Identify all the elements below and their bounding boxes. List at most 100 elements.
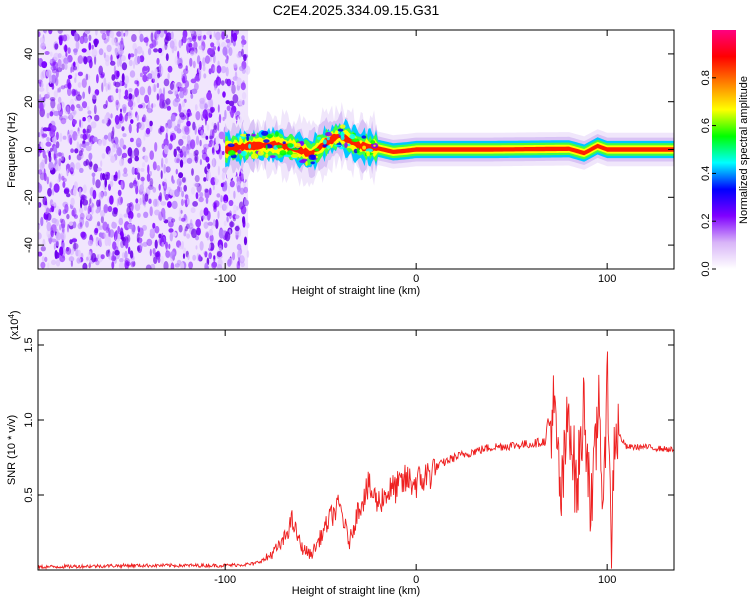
noise-blob (243, 236, 248, 246)
noise-blob (73, 242, 77, 252)
noise-blob (156, 57, 160, 65)
noise-blob (57, 58, 62, 68)
noise-blob (111, 135, 115, 144)
noise-blob (98, 232, 103, 238)
noise-blob (91, 252, 97, 263)
noise-blob (156, 165, 161, 172)
noise-blob (103, 206, 108, 212)
noise-blob (180, 198, 184, 207)
noise-blob (142, 146, 146, 153)
noise-blob (96, 254, 100, 260)
ridge-speckle (314, 151, 320, 155)
noise-blob (137, 172, 141, 181)
noise-blob (169, 189, 176, 196)
noise-blob (208, 143, 213, 148)
noise-blob (190, 46, 195, 52)
noise-blob (226, 105, 231, 112)
noise-blob (181, 217, 186, 222)
noise-blob (55, 131, 59, 141)
noise-blob (52, 188, 55, 196)
noise-blob (72, 221, 77, 229)
noise-blob (98, 65, 103, 76)
noise-blob (198, 45, 204, 50)
noise-blob (73, 187, 77, 197)
noise-blob (118, 217, 124, 226)
noise-blob (38, 224, 41, 229)
noise-blob (178, 216, 182, 221)
noise-blob (222, 46, 228, 56)
noise-blob (50, 98, 56, 109)
noise-blob (68, 221, 74, 226)
noise-blob (192, 254, 197, 261)
colorbar: 0.0 0.2 0.4 0.6 0.8 Normalized spectral ampl… (700, 30, 750, 277)
noise-blob (213, 219, 216, 227)
noise-blob (97, 221, 101, 227)
noise-blob (101, 153, 106, 159)
noise-blob (50, 124, 54, 135)
noise-blob (239, 187, 245, 195)
snr-plot-area (38, 330, 674, 570)
noise-blob (215, 76, 222, 86)
noise-blob (57, 178, 60, 183)
noise-region (38, 30, 251, 269)
ridge-speckle (370, 140, 376, 145)
noise-blob (85, 73, 89, 81)
noise-blob (76, 141, 80, 151)
noise-blob (205, 55, 210, 64)
noise-blob (199, 100, 205, 110)
noise-blob (83, 160, 88, 167)
noise-blob (112, 126, 115, 137)
noise-blob (52, 61, 59, 70)
noise-blob (133, 167, 139, 175)
noise-blob (59, 218, 63, 223)
noise-blob (83, 36, 88, 44)
noise-blob (183, 184, 187, 192)
noise-blob (204, 251, 208, 258)
noise-blob (108, 119, 112, 125)
noise-blob (171, 218, 176, 223)
x-tick-label: 0 (413, 273, 419, 285)
noise-blob (163, 78, 170, 87)
noise-blob (181, 135, 187, 140)
noise-blob (149, 180, 153, 188)
noise-blob (139, 184, 145, 192)
noise-blob (167, 65, 173, 73)
ridge-speckle (261, 130, 269, 136)
noise-blob (125, 31, 128, 37)
noise-blob (111, 142, 116, 153)
noise-blob (198, 254, 202, 261)
noise-blob (84, 30, 91, 35)
noise-blob (88, 42, 92, 51)
snr-line (38, 351, 674, 570)
noise-blob (124, 75, 130, 85)
noise-blob (166, 119, 173, 129)
noise-blob (123, 213, 129, 218)
noise-blob (140, 167, 145, 172)
noise-blob (72, 89, 79, 96)
noise-blob (117, 225, 121, 234)
noise-blob (181, 177, 186, 183)
noise-blob (228, 199, 234, 207)
noise-blob (53, 183, 60, 193)
snr-multiplier-close: ) (9, 310, 21, 314)
noise-blob (163, 164, 166, 174)
noise-blob (205, 196, 209, 205)
noise-blob (169, 82, 174, 91)
noise-blob (217, 104, 220, 113)
noise-blob (41, 256, 45, 262)
noise-blob (196, 227, 201, 236)
noise-blob (241, 35, 245, 41)
noise-blob (121, 62, 128, 71)
noise-blob (208, 252, 212, 260)
noise-blob (151, 78, 155, 83)
snr-series (38, 351, 674, 570)
noise-blob (101, 33, 107, 41)
noise-blob (108, 150, 114, 158)
noise-blob (240, 82, 246, 91)
noise-blob (181, 82, 184, 88)
noise-blob (87, 205, 91, 215)
noise-blob (195, 73, 201, 82)
noise-blob (206, 31, 213, 36)
noise-blob (70, 148, 74, 153)
ridge-speckle (239, 139, 243, 144)
